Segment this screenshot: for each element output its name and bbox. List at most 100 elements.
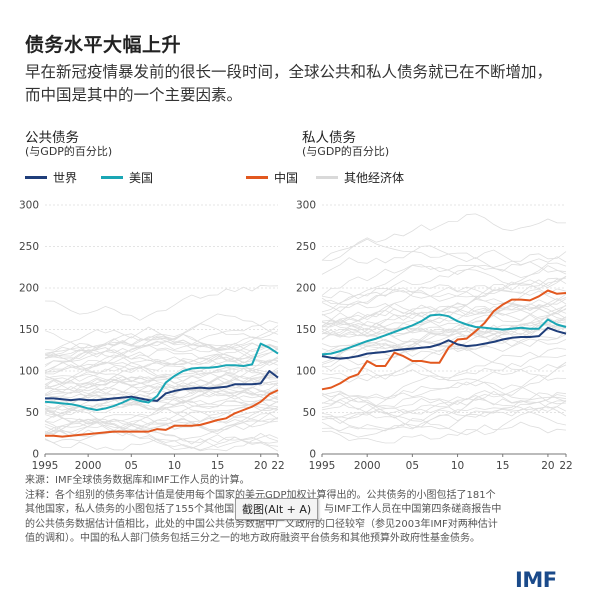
other-economy-line-public	[44, 353, 279, 396]
other-economy-line-public	[44, 400, 279, 434]
other-economy-line-public	[44, 333, 279, 358]
other-economy-line-private	[321, 316, 567, 344]
x-tick-label-public: 10	[168, 460, 181, 470]
legend-item-other: 其他经济体	[316, 169, 404, 186]
legend-item-china: 中国	[246, 169, 298, 186]
other-economy-line-private	[321, 309, 567, 335]
series-line-world-private	[321, 326, 567, 360]
other-economy-line-private	[321, 277, 567, 316]
other-economy-line-public	[44, 382, 279, 406]
x-tick-label-private: 15	[496, 460, 509, 470]
other-economy-line-private	[321, 381, 567, 405]
x-tick-label-private: 22	[559, 460, 572, 470]
screenshot-tooltip: 截图(Alt + A)	[235, 498, 319, 520]
other-economy-line-private	[321, 390, 567, 424]
other-economy-line-private	[321, 288, 567, 315]
y-tick-label-private: 200	[296, 283, 316, 295]
chart-legend: 世界 美国 中国 其他经济体	[25, 169, 422, 186]
legend-swatch-china	[246, 176, 269, 179]
y-tick-label-public: 0	[32, 449, 39, 461]
other-economy-line-public	[44, 382, 279, 406]
other-economy-line-private	[321, 361, 567, 420]
y-tick-label-public: 250	[19, 241, 39, 253]
imf-logo: IMF	[515, 568, 557, 592]
other-economy-line-public	[44, 357, 279, 393]
legend-label-china: 中国	[274, 171, 299, 185]
x-tick-label-public: 20	[254, 460, 267, 470]
other-economy-line-public	[44, 323, 279, 351]
other-economy-line-private	[321, 392, 567, 429]
other-economy-line-public	[44, 422, 279, 448]
other-economy-line-public	[44, 414, 279, 435]
other-economy-line-public	[44, 348, 279, 371]
other-economy-line-private	[321, 411, 567, 444]
other-economy-line-private	[321, 397, 567, 422]
other-economy-line-public	[44, 357, 279, 375]
y-tick-label-private: 150	[296, 324, 316, 336]
legend-swatch-usa	[101, 176, 124, 179]
legend-item-world: 世界	[25, 169, 77, 186]
other-economy-line-public	[44, 407, 279, 433]
other-economy-line-private	[321, 400, 567, 438]
other-economy-line-public	[44, 344, 279, 367]
other-economy-line-public	[44, 345, 279, 371]
other-economy-line-private	[321, 305, 567, 330]
x-tick-label-private: 20	[541, 460, 554, 470]
other-economy-line-private	[321, 305, 567, 334]
private-debt-title: 私人债务	[302, 130, 356, 146]
other-economy-line-private	[321, 298, 567, 338]
other-economy-line-private	[321, 213, 567, 262]
other-economy-line-private	[321, 375, 567, 407]
other-economy-line-public	[44, 400, 279, 444]
legend-swatch-other	[316, 176, 339, 179]
page-subtitle: 早在新冠疫情暴发前的很长一段时间，全球公共和私人债务就已在不断增加，而中国是其中…	[25, 63, 553, 104]
y-tick-label-public: 150	[19, 324, 39, 336]
other-economy-line-private	[321, 304, 567, 333]
other-economy-line-public	[44, 354, 279, 383]
x-tick-label-public: 22	[271, 460, 284, 470]
x-tick-label-private: 05	[406, 460, 419, 470]
series-line-china-private	[321, 289, 567, 391]
x-tick-label-public: 2000	[75, 460, 102, 470]
other-economy-line-public	[44, 313, 279, 354]
y-tick-label-private: 250	[296, 241, 316, 253]
other-economy-line-public	[44, 330, 279, 351]
page-title: 债务水平大幅上升	[25, 34, 182, 56]
x-tick-label-public: 1995	[32, 460, 59, 470]
other-economy-line-public	[44, 364, 279, 390]
x-tick-label-public: 15	[211, 460, 224, 470]
series-line-china-public	[45, 389, 279, 438]
legend-label-usa: 美国	[129, 171, 154, 185]
other-economy-line-private	[321, 394, 567, 419]
other-economy-line-private	[321, 364, 567, 400]
other-economy-line-private	[321, 312, 567, 383]
public-debt-title: 公共债务	[25, 130, 79, 146]
other-economy-line-private	[321, 264, 567, 296]
other-economy-line-private	[321, 277, 567, 327]
other-economy-line-public	[44, 359, 279, 382]
y-tick-label-public: 50	[26, 407, 39, 419]
y-tick-label-private: 300	[296, 200, 316, 212]
legend-swatch-world	[25, 176, 47, 179]
other-economy-line-private	[321, 400, 567, 432]
other-economy-line-private	[321, 297, 567, 328]
other-economy-line-public	[44, 330, 279, 372]
other-economy-line-public	[44, 399, 279, 423]
other-economy-line-public	[44, 409, 279, 440]
other-economy-line-public	[44, 409, 279, 435]
other-economy-line-private	[321, 249, 567, 275]
other-economy-line-private	[321, 328, 567, 371]
y-tick-label-private: 100	[296, 366, 316, 378]
other-economy-line-public	[44, 284, 279, 321]
x-tick-label-private: 10	[451, 460, 464, 470]
y-tick-label-public: 200	[19, 283, 39, 295]
other-economy-line-private	[321, 354, 567, 380]
other-economy-line-private	[321, 265, 567, 313]
y-tick-label-private: 0	[309, 449, 316, 461]
other-economy-line-private	[321, 412, 567, 436]
public-debt-unit: (与GDP的百分比)	[25, 145, 113, 158]
other-economy-line-public	[44, 390, 279, 438]
other-economy-line-private	[321, 309, 567, 335]
private-debt-unit: (与GDP的百分比)	[302, 145, 390, 158]
other-economy-line-public	[44, 421, 279, 452]
